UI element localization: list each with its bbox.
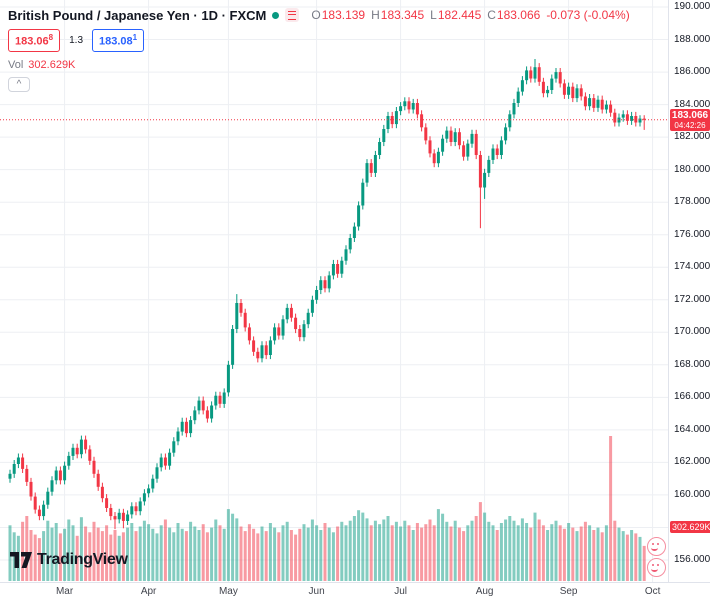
price-tick-label: 180.000 <box>674 163 710 175</box>
list-glyph-icon <box>288 10 297 20</box>
tradingview-logo-text: TradingView <box>37 551 128 568</box>
volume-value: 302.629K <box>28 58 76 71</box>
time-tick-label: Oct <box>644 586 661 597</box>
candlestick-chart[interactable] <box>0 0 668 582</box>
symbol-title[interactable]: British Pound / Japanese Yen · 1D · FXCM <box>8 7 267 23</box>
market-status-icon[interactable] <box>272 11 280 19</box>
time-tick-label: Aug <box>475 586 494 597</box>
price-tick-label: 160.000 <box>674 488 710 500</box>
time-tick-label: Mar <box>55 586 74 597</box>
time-tick-label: Jul <box>394 586 407 597</box>
close-label: C <box>487 8 496 22</box>
time-tick-label: Apr <box>140 586 157 597</box>
sell-price: 183.06 <box>15 35 49 48</box>
price-tick-label: 164.000 <box>674 423 710 435</box>
tradingview-logo[interactable]: TradingView <box>10 551 128 569</box>
volume-row: Vol 302.629K <box>8 59 630 71</box>
last-price-tag: 183.066 04:42:26 <box>670 108 710 131</box>
last-price-value: 183.066 <box>671 109 709 121</box>
price-tick-label: 184.000 <box>674 98 710 110</box>
price-tick-label: 176.000 <box>674 228 710 240</box>
buy-pip-digit: 1 <box>132 33 138 42</box>
time-tick-label: May <box>218 586 238 597</box>
open-value: 183.139 <box>321 8 366 22</box>
buy-button[interactable]: 183.081 <box>92 29 145 52</box>
time-tick-label: Jun <box>308 586 325 597</box>
price-axis[interactable]: 183.066 04:42:26 302.629K 156.000158.000… <box>668 0 710 582</box>
price-tick-label: 168.000 <box>674 358 710 370</box>
close-value: 183.066 <box>496 8 541 22</box>
chart-legend: British Pound / Japanese Yen · 1D · FXCM… <box>8 6 630 92</box>
time-axis[interactable]: Mar Apr May Jun Jul Aug Sep Oct <box>0 582 710 600</box>
price-tick-label: 170.000 <box>674 326 710 338</box>
price-tick-label: 190.000 <box>674 1 710 12</box>
tradingview-logo-mark <box>10 552 32 568</box>
collapse-legend-button[interactable]: ^ <box>8 76 30 92</box>
buy-price: 183.08 <box>99 35 133 48</box>
sell-button[interactable]: 183.068 <box>8 29 61 52</box>
volume-axis-tag: 302.629K <box>670 521 710 533</box>
sentiment-icon[interactable] <box>285 8 300 22</box>
price-tick-label: 182.000 <box>674 131 710 143</box>
price-tick-label: 186.000 <box>674 66 710 78</box>
price-tick-label: 172.000 <box>674 293 710 305</box>
price-tick-label: 166.000 <box>674 391 710 403</box>
high-label: H <box>371 8 380 22</box>
price-tick-label: 188.000 <box>674 33 710 45</box>
change-value: -0.073 (-0.04%) <box>546 8 630 22</box>
emoji-stickers <box>647 537 666 579</box>
emoji-sticker[interactable] <box>647 558 666 577</box>
countdown-timer: 04:42:26 <box>674 120 706 130</box>
low-value: 182.445 <box>437 8 482 22</box>
price-tick-label: 162.000 <box>674 456 710 468</box>
price-tick-label: 174.000 <box>674 261 710 273</box>
emoji-sticker[interactable] <box>647 537 666 556</box>
bid-ask-row: 183.068 1.3 183.081 <box>8 29 630 52</box>
low-label: L <box>430 8 437 22</box>
legend-row-main: British Pound / Japanese Yen · 1D · FXCM… <box>8 6 630 24</box>
volume-label: Vol <box>8 58 24 71</box>
high-value: 183.345 <box>380 8 425 22</box>
price-tick-label: 178.000 <box>674 196 710 208</box>
spread-value: 1.3 <box>69 34 84 46</box>
time-tick-label: Sep <box>559 586 578 597</box>
sell-pip-digit: 8 <box>48 33 54 42</box>
price-tick-label: 156.000 <box>674 554 710 565</box>
open-label: O <box>311 8 321 22</box>
ohlc-values: O 183.139 H 183.345 L 182.445 C 183.066 -0.0… <box>305 8 629 22</box>
